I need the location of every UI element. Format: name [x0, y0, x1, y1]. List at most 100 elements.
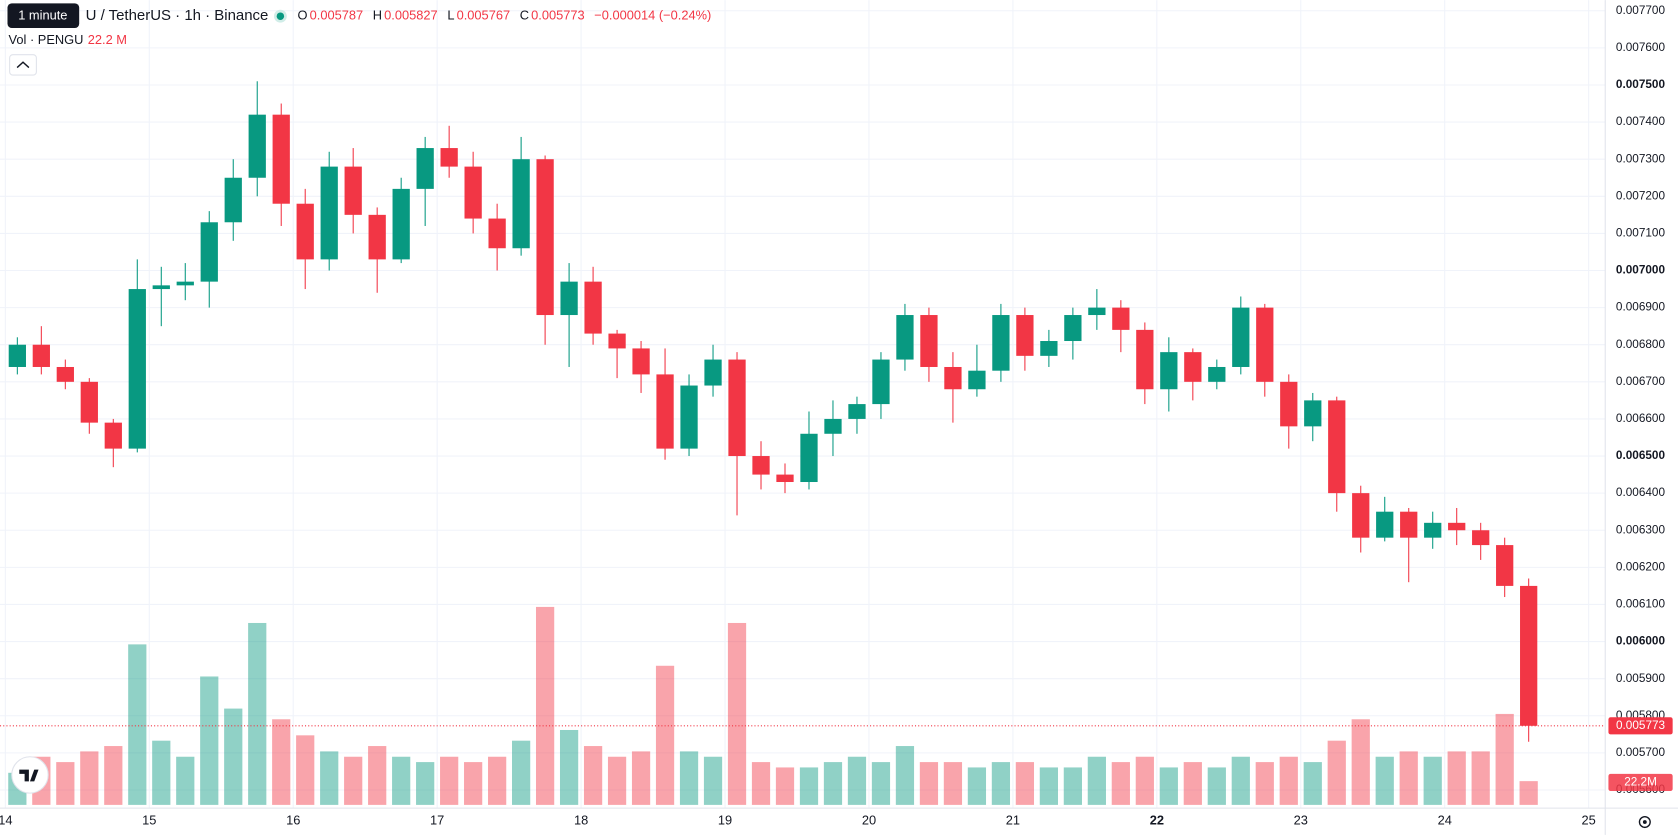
y-tick-label: 0.006700 [1616, 375, 1666, 388]
candle-body [1256, 307, 1274, 382]
x-tick-label: 15 [142, 812, 156, 827]
x-tick-label: 17 [430, 812, 444, 827]
volume-bar [1327, 740, 1346, 805]
volume-bar [1015, 762, 1035, 805]
candle-body [1112, 307, 1130, 330]
volume-bar [1519, 781, 1538, 805]
x-tick-label: 23 [1294, 812, 1308, 827]
x-tick-label: 24 [1438, 812, 1452, 827]
candle-body [1352, 493, 1370, 538]
volume-bar [488, 756, 507, 805]
volume-bar [1303, 762, 1322, 805]
candle-body [800, 433, 818, 483]
logo-circle[interactable] [11, 756, 49, 794]
ohlc-value: 0.005773 [531, 8, 585, 23]
axes: 0.0056000.0057000.0058000.0059000.006000… [0, 4, 1673, 827]
candle-body [1016, 315, 1034, 356]
candle-body [728, 359, 746, 457]
y-tick-label: 0.007000 [1616, 264, 1666, 277]
volume-bar [368, 746, 387, 805]
legend: U / TetherUS · 1h · Binance Vol · PENGU … [7, 3, 711, 76]
candle-body [1160, 352, 1178, 390]
volume-bar [607, 756, 627, 805]
y-tick-label: 0.006600 [1616, 412, 1666, 425]
candle-body [1232, 307, 1250, 367]
y-tick-label: 0.006900 [1616, 301, 1666, 314]
collapse-button[interactable] [9, 54, 37, 76]
volume-bar [871, 762, 891, 805]
volume-bar [967, 767, 987, 805]
candle-body [584, 281, 602, 334]
volume-bar [1063, 767, 1082, 805]
candle-body [104, 422, 122, 449]
y-tick-label: 0.006300 [1616, 523, 1666, 536]
volume-bar [1495, 713, 1514, 805]
volume-bar [895, 746, 915, 805]
vol-value: 22.2 M [88, 32, 127, 47]
logo-mark [19, 769, 39, 782]
x-tick-label: 22 [1150, 812, 1164, 827]
candle-body [1520, 585, 1538, 726]
candle-body [1280, 381, 1298, 427]
candle-body [1208, 366, 1226, 382]
last-volume-label: 22.2M [1624, 776, 1657, 789]
volume-bar [1111, 762, 1130, 805]
settings-icon[interactable] [1638, 815, 1651, 829]
last-price-badge [1608, 717, 1673, 735]
candle-body [1424, 522, 1442, 538]
y-tick-label: 0.005900 [1616, 672, 1666, 685]
change: −0.000014 (−0.24%) [594, 8, 711, 23]
volume-bar [1135, 756, 1154, 805]
candle-body [248, 114, 266, 178]
candle-body [56, 366, 74, 382]
volume-bar [847, 756, 867, 805]
candle-body [224, 177, 242, 223]
volume-bar [464, 762, 483, 805]
y-tick-label: 0.007300 [1616, 152, 1666, 165]
vol-label: Vol · PENGU [9, 32, 84, 47]
volume-bar [775, 767, 795, 805]
candle-body [368, 214, 386, 260]
volume-bar [80, 751, 99, 805]
candle-body [176, 281, 194, 286]
volume-bar [1231, 756, 1250, 805]
volume-bar [943, 762, 963, 805]
y-tick-label: 0.007100 [1616, 227, 1666, 240]
volume-bar [224, 708, 243, 805]
volume-bar [440, 756, 459, 805]
y-tick-label: 0.006800 [1616, 338, 1666, 351]
volume-bar [296, 735, 315, 805]
x-tick-label: 16 [286, 812, 300, 827]
status-dot [276, 12, 285, 20]
candle-body [776, 474, 794, 483]
settings[interactable] [1638, 815, 1651, 829]
candle-body [1304, 400, 1322, 427]
candle-body [1136, 329, 1154, 390]
volume-bar [104, 746, 123, 805]
y-tick-label: 0.006200 [1616, 560, 1666, 573]
volume-bar [200, 676, 219, 805]
ohlc-value: 0.005827 [384, 8, 438, 23]
candle-body [1088, 307, 1106, 316]
volume-bar [1399, 751, 1418, 805]
volume-bar [823, 762, 843, 805]
candle-body [608, 333, 626, 349]
candle-body [80, 381, 98, 423]
volume-bar [1447, 751, 1466, 805]
y-tick-label: 0.007400 [1616, 115, 1666, 128]
tooltip-text: 1 minute [18, 8, 67, 23]
candle-body [632, 348, 650, 375]
candle-body [1328, 400, 1346, 494]
candle-body [752, 456, 770, 475]
y-tick-label: 0.006000 [1616, 635, 1666, 648]
last-price-label: 0.005773 [1616, 719, 1666, 732]
y-tick-label: 0.007700 [1616, 4, 1666, 17]
x-tick-label: 19 [718, 812, 732, 827]
ohlc-value: 0.005767 [457, 8, 511, 23]
candle-body [512, 159, 530, 249]
candle-body [128, 289, 146, 449]
y-tick-label: 0.005700 [1616, 746, 1666, 759]
symbol: U / TetherUS · 1h · Binance [86, 7, 269, 24]
candle-body [1064, 315, 1082, 342]
